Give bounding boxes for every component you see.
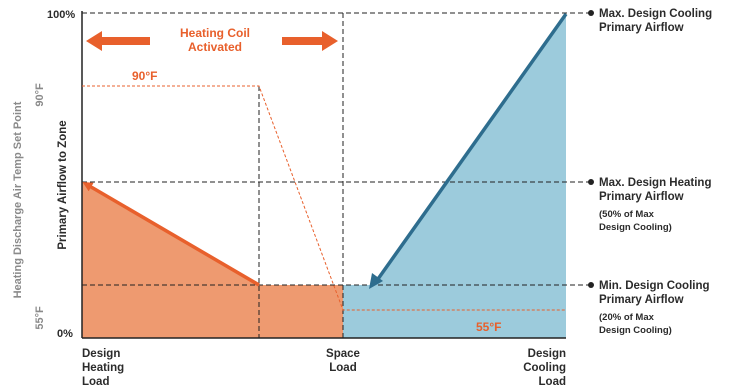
temp-lo-axis-label: 55°F [34,306,46,330]
max-cooling-label-2: Primary Airflow [599,22,684,34]
temp-hot-label: 90°F [132,69,157,83]
max-heating-note-1: (50% of Max [599,209,655,220]
max-heating-label-1: Max. Design Heating [599,177,711,189]
heating-airflow-line [82,181,260,287]
primary-airflow-axis-title: Primary Airflow to Zone [57,120,69,249]
x-label-design-cooling-2: Cooling [523,362,566,374]
min-cooling-label-2: Primary Airflow [599,294,684,306]
x-label-design-heating-3: Load [82,376,109,388]
temp-cold-label: 55°F [476,320,501,334]
min-cooling-note-2: Design Cooling) [599,325,672,336]
left-axis-title: Heating Discharge Air Temp Set Point [12,101,24,298]
min-cooling-note-1: (20% of Max [599,312,655,323]
cooling-airflow-line [376,12,568,281]
max-cooling-label-1: Max. Design Cooling [599,8,712,20]
x-label-space-load-2: Load [329,362,356,374]
max-heating-note-2: Design Cooling) [599,222,672,233]
heating-coil-left-arrow [86,31,150,51]
max-cooling-bullet [588,10,594,16]
cooling-arrowhead [369,273,383,289]
discharge-temp-line [82,85,566,311]
heating-coil-line2: Activated [188,40,242,54]
x-label-design-heating-2: Heating [82,362,124,374]
min-cooling-bullet [588,282,594,288]
y-bottom-label: 0% [57,328,73,340]
x-label-space-load-1: Space [326,348,360,360]
min-cooling-label-1: Min. Design Cooling [599,280,710,292]
x-label-design-cooling-1: Design [528,348,566,360]
x-label-design-heating-1: Design [82,348,120,360]
max-heating-bullet [588,179,594,185]
temp-hi-axis-label: 90°F [34,83,46,107]
heating-coil-line1: Heating Coil [180,26,250,40]
x-label-design-cooling-3: Load [539,376,566,388]
heating-coil-right-arrow [282,31,338,51]
y-top-label: 100% [47,9,75,21]
max-heating-label-2: Primary Airflow [599,191,684,203]
